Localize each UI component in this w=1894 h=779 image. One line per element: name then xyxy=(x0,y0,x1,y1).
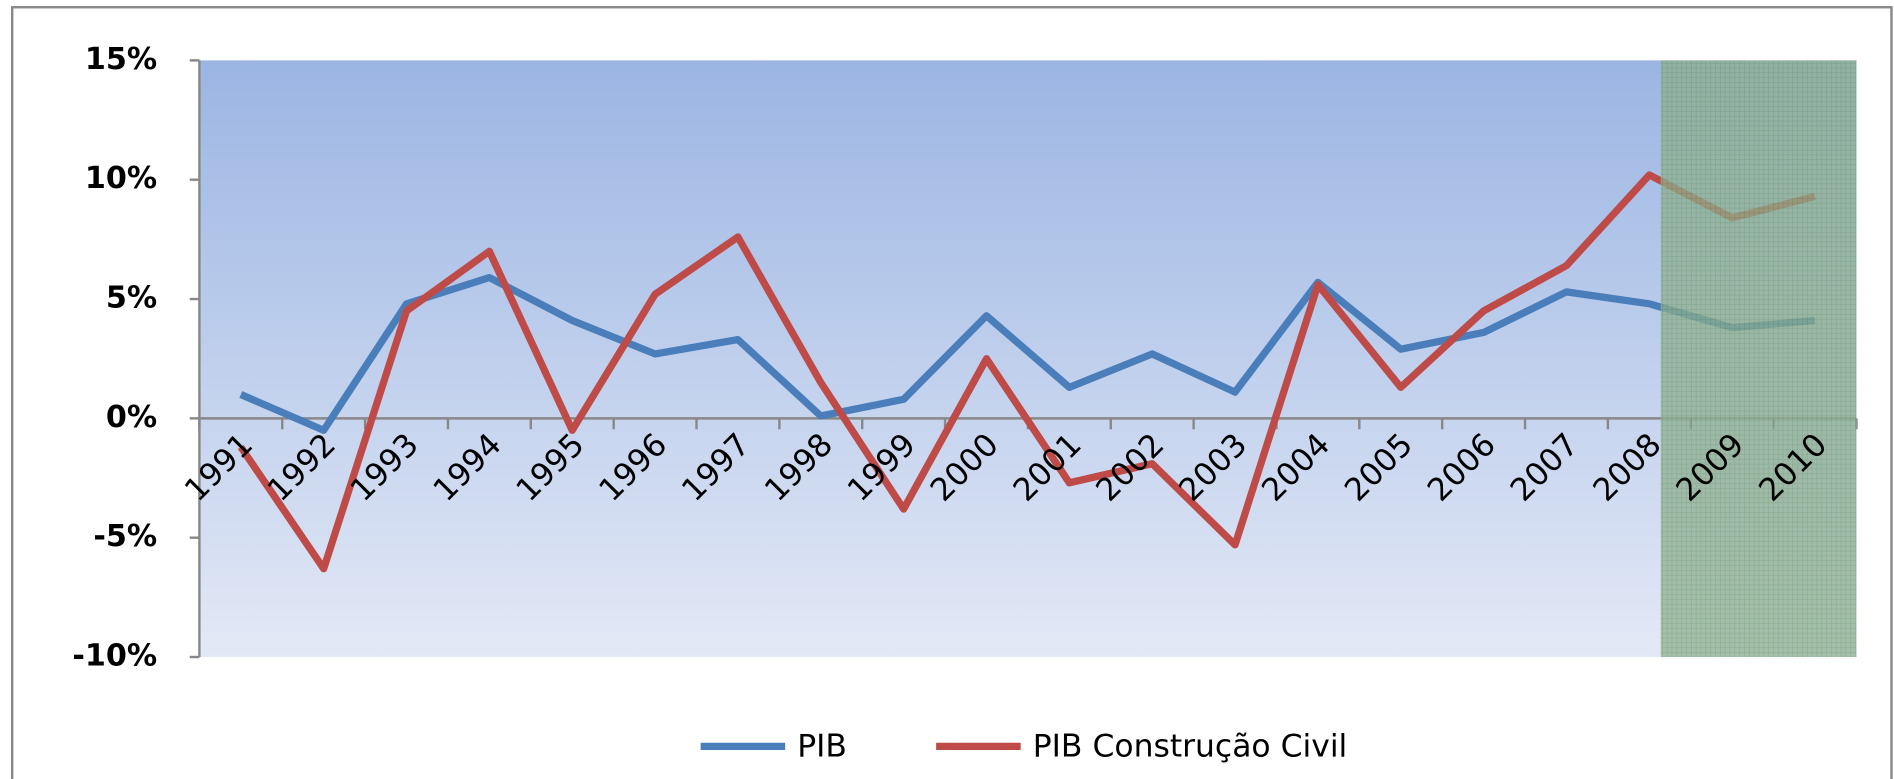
legend-label: PIB Construção Civil xyxy=(1033,729,1348,765)
plot-area xyxy=(199,60,1857,658)
y-tick-label: -10% xyxy=(72,639,157,674)
y-tick-label: 10% xyxy=(85,161,157,196)
y-tick-label: -5% xyxy=(93,519,157,554)
legend-label: PIB xyxy=(797,729,847,765)
forecast-region xyxy=(1660,60,1857,658)
y-tick-label: 0% xyxy=(106,400,157,435)
y-tick-label: 15% xyxy=(85,42,157,77)
series-line xyxy=(237,171,1816,573)
y-tick-label: 5% xyxy=(106,281,157,316)
